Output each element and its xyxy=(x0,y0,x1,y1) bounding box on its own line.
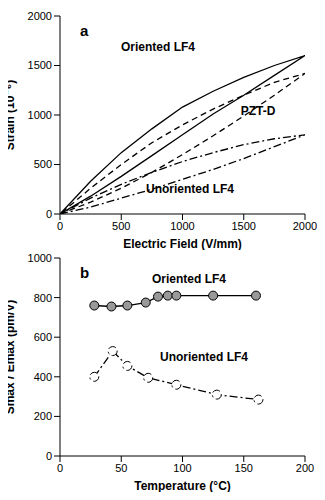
svg-text:50: 50 xyxy=(115,462,127,474)
svg-text:200: 200 xyxy=(34,410,52,422)
html-text:PZT-D: PZT-D xyxy=(240,104,276,118)
svg-text:2000: 2000 xyxy=(28,10,52,22)
html-text:b: b xyxy=(80,264,90,281)
svg-text:400: 400 xyxy=(34,371,52,383)
svg-text:150: 150 xyxy=(235,462,253,474)
svg-text:Temperature (°C): Temperature (°C) xyxy=(134,479,231,492)
html-text:Oriented LF4: Oriented LF4 xyxy=(152,272,226,286)
svg-text:500: 500 xyxy=(34,158,52,170)
svg-text:1000: 1000 xyxy=(170,220,194,232)
svg-text:0: 0 xyxy=(46,450,52,462)
svg-text:Strain (10⁻⁶): Strain (10⁻⁶) xyxy=(8,80,17,151)
html-text:Oriented LF4: Oriented LF4 xyxy=(121,40,195,54)
svg-text:2000: 2000 xyxy=(293,220,317,232)
svg-text:0: 0 xyxy=(57,462,63,474)
svg-text:Smax / Emax (pm/V): Smax / Emax (pm/V) xyxy=(8,300,17,415)
svg-text:500: 500 xyxy=(112,220,130,232)
svg-text:Electric Field (V/mm): Electric Field (V/mm) xyxy=(123,237,242,250)
svg-text:1000: 1000 xyxy=(28,109,52,121)
svg-text:100: 100 xyxy=(173,462,191,474)
svg-text:200: 200 xyxy=(296,462,314,474)
svg-text:1000: 1000 xyxy=(28,252,52,264)
svg-text:0: 0 xyxy=(46,208,52,220)
svg-text:600: 600 xyxy=(34,331,52,343)
svg-text:0: 0 xyxy=(57,220,63,232)
svg-text:1500: 1500 xyxy=(28,59,52,71)
html-text:Unoriented LF4: Unoriented LF4 xyxy=(160,350,248,364)
html-text:a: a xyxy=(80,22,89,39)
html-text:Unoriented LF4: Unoriented LF4 xyxy=(146,182,234,196)
svg-text:800: 800 xyxy=(34,292,52,304)
svg-text:1500: 1500 xyxy=(232,220,256,232)
